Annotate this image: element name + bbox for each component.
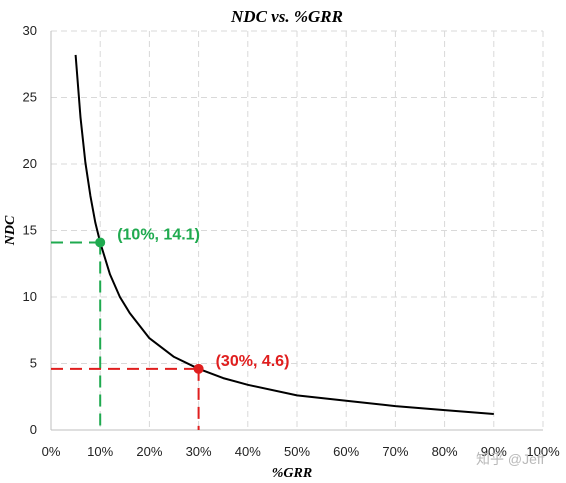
- ndc-curve: [74, 54, 494, 415]
- annotation-label: (10%, 14.1): [117, 226, 200, 243]
- y-tick-label: 30: [23, 23, 37, 38]
- annotation-point: [193, 363, 204, 374]
- series-layer: [74, 54, 494, 415]
- x-tick-label: 60%: [333, 444, 359, 459]
- x-tick-label: 90%: [481, 444, 507, 459]
- x-tick-label: 10%: [87, 444, 113, 459]
- x-tick-label: 40%: [235, 444, 261, 459]
- y-tick-label: 20: [23, 156, 37, 171]
- annotation-point: [95, 237, 106, 248]
- annotation-label: (30%, 4.6): [216, 353, 290, 370]
- x-tick-label: 80%: [432, 444, 458, 459]
- y-tick-label: 25: [23, 90, 37, 105]
- x-tick-label: 70%: [382, 444, 408, 459]
- text-labels: NDC vs. %GRR %GRR NDC 知乎 @Jeff: [3, 7, 545, 481]
- y-axis-label: NDC: [3, 215, 18, 246]
- x-tick-label: 0%: [42, 444, 61, 459]
- grid: [51, 30, 544, 430]
- x-axis-label: %GRR: [272, 466, 312, 481]
- y-tick-label: 0: [30, 422, 37, 437]
- y-tick-label: 10: [23, 289, 37, 304]
- chart-title: NDC vs. %GRR: [230, 7, 343, 26]
- x-tick-label: 20%: [136, 444, 162, 459]
- x-tick-label: 100%: [526, 444, 560, 459]
- annotation-guides: [51, 241, 200, 430]
- x-tick-label: 30%: [186, 444, 212, 459]
- annotation-markers: (10%, 14.1) (30%, 4.6): [95, 226, 290, 374]
- y-tick-label: 5: [30, 356, 37, 371]
- axes: 0% 10% 20% 30% 40% 50% 60% 70% 80% 90% 100% 0 5 10 15 2…: [23, 23, 561, 459]
- y-tick-label: 15: [23, 223, 37, 238]
- watermark: 知乎 @Jeff: [476, 451, 545, 467]
- x-tick-label: 50%: [284, 444, 310, 459]
